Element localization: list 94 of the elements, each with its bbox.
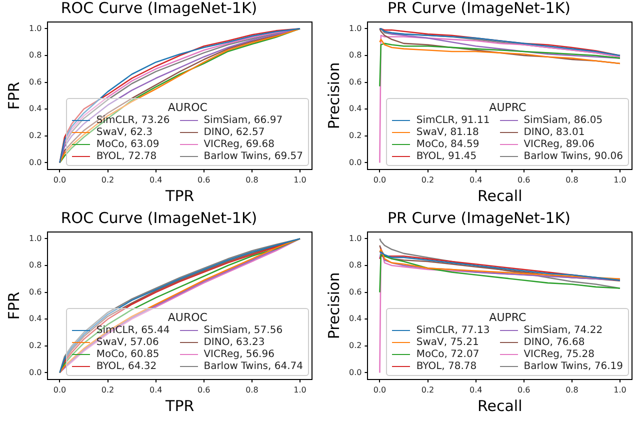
legend-label: VICReg, 56.96 xyxy=(204,349,274,360)
legend-title: AUPRC xyxy=(488,101,528,114)
x-tick-label: 0.8 xyxy=(246,175,258,184)
legend-label: SimSiam, 86.05 xyxy=(524,115,603,126)
x-axis-title: TPR xyxy=(164,186,194,205)
legend-label: BYOL, 72.78 xyxy=(96,151,157,162)
chart-title: PR Curve (ImageNet-1K) xyxy=(387,208,571,227)
y-tick-label: 1.0 xyxy=(348,24,362,33)
chart-title: ROC Curve (ImageNet-1K) xyxy=(60,208,258,227)
y-tick-label: 0.8 xyxy=(348,260,362,270)
x-tick-label: 1.0 xyxy=(614,385,626,394)
legend-label: VICReg, 89.06 xyxy=(524,139,594,150)
x-tick-label: 0.6 xyxy=(198,175,210,184)
x-tick-label: 0.8 xyxy=(566,175,578,184)
legend-label: MoCo, 63.09 xyxy=(96,139,160,150)
y-axis-title: Precision xyxy=(324,272,343,340)
x-tick-label: 0.0 xyxy=(53,385,66,394)
y-tick-label: 0.2 xyxy=(348,340,362,350)
y-tick-label: 0.8 xyxy=(348,50,362,60)
legend-label: Barlow Twins, 69.57 xyxy=(204,151,303,162)
legend-title: AUROC xyxy=(166,101,208,114)
y-tick-label: 0.0 xyxy=(28,158,42,167)
legend-label: DINO, 63.23 xyxy=(204,337,265,348)
x-tick-label: 0.0 xyxy=(373,175,386,184)
x-tick-label: 0.0 xyxy=(373,385,386,394)
y-tick-label: 0.0 xyxy=(348,368,362,377)
x-tick-label: 1.0 xyxy=(614,175,626,184)
legend-label: MoCo, 72.07 xyxy=(416,349,480,360)
legend-label: Barlow Twins, 64.74 xyxy=(204,361,303,372)
legend-label: BYOL, 78.78 xyxy=(416,361,477,372)
x-tick-label: 0.4 xyxy=(469,175,482,184)
y-axis-title: FPR xyxy=(4,292,23,320)
y-tick-label: 1.0 xyxy=(28,24,42,33)
legend-label: SwaV, 75.21 xyxy=(416,337,479,348)
x-tick-label: 1.0 xyxy=(294,385,306,394)
chart-title: PR Curve (ImageNet-1K) xyxy=(387,0,571,17)
legend-label: SimCLR, 91.11 xyxy=(416,115,490,126)
x-axis-title: Recall xyxy=(477,186,522,205)
y-tick-label: 0.4 xyxy=(348,104,362,114)
y-tick-label: 0.6 xyxy=(348,77,362,86)
y-tick-label: 0.4 xyxy=(28,104,42,114)
legend-label: SwaV, 81.18 xyxy=(416,127,479,138)
y-tick-label: 0.0 xyxy=(28,368,42,377)
legend-label: MoCo, 60.85 xyxy=(96,349,160,360)
legend-label: VICReg, 69.68 xyxy=(204,139,274,150)
x-tick-label: 0.0 xyxy=(53,175,66,184)
y-axis-title: Precision xyxy=(324,62,343,130)
legend-label: DINO, 76.68 xyxy=(524,337,585,348)
y-tick-label: 0.6 xyxy=(348,287,362,296)
chart-title: ROC Curve (ImageNet-1K) xyxy=(60,0,258,17)
legend-label: BYOL, 64.32 xyxy=(96,361,157,372)
legend-label: VICReg, 75.28 xyxy=(524,349,594,360)
y-tick-label: 0.8 xyxy=(28,50,42,60)
legend-label: SimCLR, 77.13 xyxy=(416,325,490,336)
x-tick-label: 0.2 xyxy=(421,385,434,394)
legend-label: DINO, 62.57 xyxy=(204,127,265,138)
y-tick-label: 0.8 xyxy=(28,260,42,270)
legend-label: SwaV, 57.06 xyxy=(96,337,159,348)
y-tick-label: 0.2 xyxy=(348,130,362,140)
x-tick-label: 0.4 xyxy=(149,385,162,394)
legend-label: Barlow Twins, 90.06 xyxy=(524,151,623,162)
legend-label: SwaV, 62.3 xyxy=(96,127,152,138)
y-tick-label: 0.4 xyxy=(28,314,42,324)
x-tick-label: 0.8 xyxy=(246,385,258,394)
y-tick-label: 1.0 xyxy=(28,234,42,243)
x-tick-label: 1.0 xyxy=(294,175,306,184)
y-tick-label: 0.2 xyxy=(28,340,42,350)
legend-label: SimSiam, 57.56 xyxy=(204,325,283,336)
x-tick-label: 0.8 xyxy=(566,385,578,394)
legend-label: DINO, 83.01 xyxy=(524,127,585,138)
y-tick-label: 0.4 xyxy=(348,314,362,324)
y-tick-label: 0.6 xyxy=(28,77,42,86)
legend-title: AUPRC xyxy=(488,311,528,324)
legend-label: SimSiam, 66.97 xyxy=(204,115,283,126)
x-tick-label: 0.4 xyxy=(469,385,482,394)
legend-label: SimSiam, 74.22 xyxy=(524,325,603,336)
x-tick-label: 0.6 xyxy=(518,385,530,394)
x-tick-label: 0.2 xyxy=(101,175,114,184)
x-tick-label: 0.6 xyxy=(198,385,210,394)
x-tick-label: 0.6 xyxy=(518,175,530,184)
x-axis-title: TPR xyxy=(164,396,194,415)
legend-label: Barlow Twins, 76.19 xyxy=(524,361,623,372)
x-tick-label: 0.2 xyxy=(101,385,114,394)
x-tick-label: 0.4 xyxy=(149,175,162,184)
y-tick-label: 0.6 xyxy=(28,287,42,296)
legend-label: MoCo, 84.59 xyxy=(416,139,480,150)
y-tick-label: 1.0 xyxy=(348,234,362,243)
y-tick-label: 0.0 xyxy=(348,158,362,167)
y-axis-title: FPR xyxy=(4,82,23,110)
legend-label: BYOL, 91.45 xyxy=(416,151,477,162)
y-tick-label: 0.2 xyxy=(28,130,42,140)
x-axis-title: Recall xyxy=(477,396,522,415)
legend-title: AUROC xyxy=(166,311,208,324)
x-tick-label: 0.2 xyxy=(421,175,434,184)
